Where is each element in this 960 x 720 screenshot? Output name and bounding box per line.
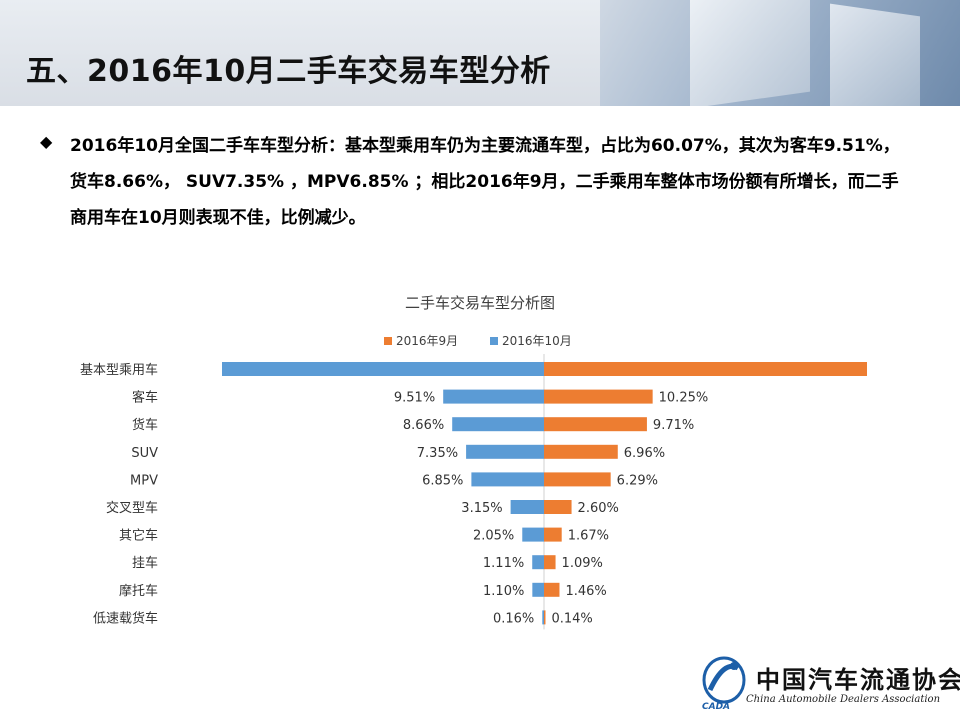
data-label-oct: 2.05% bbox=[473, 529, 514, 544]
category-label: SUV bbox=[131, 446, 158, 461]
legend-label-sep: 2016年9月 bbox=[396, 334, 458, 348]
chart-title: 二手车交易车型分析图 bbox=[405, 294, 555, 312]
header-decoration bbox=[600, 0, 960, 106]
cada-logo: 中国汽车流通协会 CADA China Automobile Dealers A… bbox=[696, 650, 960, 716]
category-label: 客车 bbox=[132, 390, 158, 406]
data-label-oct: 3.15% bbox=[461, 501, 502, 516]
bar-oct bbox=[222, 362, 544, 376]
bar-sep bbox=[544, 444, 618, 459]
slide-title: 五、2016年10月二手车交易车型分析 bbox=[26, 54, 551, 89]
data-label-sep: 6.96% bbox=[624, 446, 665, 461]
bar-sep bbox=[544, 389, 653, 404]
bullet-block: ◆ 2016年10月全国二手车车型分析：基本型乘用车仍为主要流通车型，占比为60… bbox=[40, 128, 920, 236]
data-label-sep: 1.67% bbox=[568, 529, 609, 544]
legend-swatch-sep bbox=[384, 337, 392, 345]
category-label: 其它车 bbox=[119, 528, 158, 544]
bar-sep bbox=[544, 500, 572, 514]
data-label-sep: 1.09% bbox=[562, 556, 603, 571]
logo-english: China Automobile Dealers Association bbox=[746, 694, 941, 705]
bar-oct bbox=[522, 527, 544, 542]
bar-oct bbox=[532, 582, 544, 597]
data-label-oct: 9.51% bbox=[394, 391, 435, 406]
legend-label-oct: 2016年10月 bbox=[502, 334, 572, 348]
bar-oct bbox=[452, 417, 544, 432]
category-label: MPV bbox=[130, 473, 158, 488]
logo-abbr: CADA bbox=[702, 702, 731, 712]
bar-sep bbox=[544, 417, 647, 432]
data-label-oct: 8.66% bbox=[403, 418, 444, 433]
bar-oct bbox=[443, 389, 544, 404]
data-label-oct: 6.85% bbox=[422, 473, 463, 488]
decor-cube bbox=[690, 0, 810, 106]
legend-swatch-oct bbox=[490, 337, 498, 345]
data-label-sep: 10.25% bbox=[659, 391, 709, 406]
slide-header: 五、2016年10月二手车交易车型分析 bbox=[0, 0, 960, 106]
bar-oct bbox=[532, 555, 544, 570]
diamond-bullet-icon: ◆ bbox=[40, 132, 53, 151]
bullet-text: 2016年10月全国二手车车型分析：基本型乘用车仍为主要流通车型，占比为60.0… bbox=[70, 136, 900, 228]
bar-oct bbox=[471, 472, 544, 487]
bar-oct bbox=[542, 610, 544, 625]
data-label-oct: 1.11% bbox=[483, 556, 524, 571]
data-label-sep: 6.29% bbox=[617, 473, 658, 488]
data-label-sep: 9.71% bbox=[653, 418, 694, 433]
data-label-oct: 1.10% bbox=[483, 584, 524, 599]
bar-sep bbox=[544, 555, 556, 570]
logo-name: 中国汽车流通协会 bbox=[756, 665, 960, 694]
category-label: 挂车 bbox=[132, 555, 158, 571]
bar-oct bbox=[466, 444, 544, 459]
bar-sep bbox=[544, 610, 546, 625]
data-label-sep: 2.60% bbox=[578, 501, 619, 516]
decor-cube bbox=[830, 3, 920, 106]
category-label: 交叉型车 bbox=[106, 500, 158, 516]
cada-emblem-icon bbox=[702, 656, 746, 704]
category-label: 低速载货车 bbox=[93, 610, 158, 626]
category-label: 基本型乘用车 bbox=[80, 362, 158, 378]
data-label-sep: 1.46% bbox=[565, 584, 606, 599]
category-label: 货车 bbox=[132, 417, 158, 433]
data-label-oct: 7.35% bbox=[417, 446, 458, 461]
bar-oct bbox=[510, 500, 544, 514]
data-label-sep: 0.14% bbox=[551, 611, 592, 626]
bar-sep bbox=[544, 582, 560, 597]
bar-sep bbox=[544, 472, 611, 487]
bar-sep bbox=[544, 362, 867, 376]
bar-sep bbox=[544, 527, 562, 542]
category-label: 摩托车 bbox=[119, 583, 158, 599]
data-label-oct: 0.16% bbox=[493, 611, 534, 626]
